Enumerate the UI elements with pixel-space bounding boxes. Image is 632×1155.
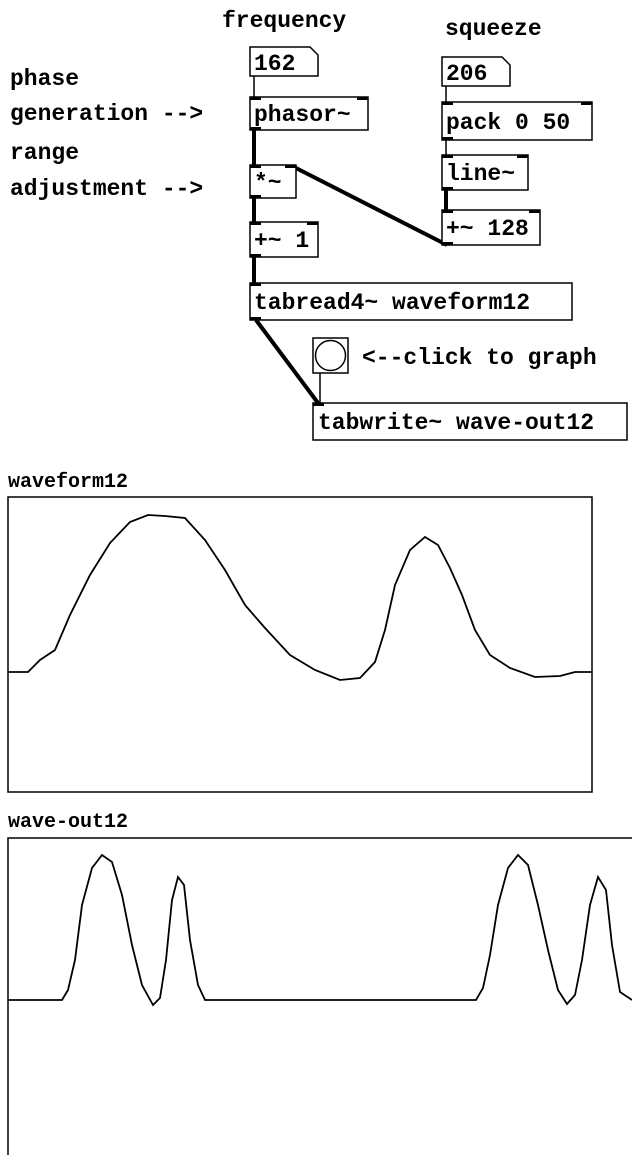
outlet bbox=[442, 187, 453, 190]
object-box[interactable] bbox=[249, 282, 573, 321]
comment: adjustment --> bbox=[10, 176, 203, 202]
object-box[interactable] bbox=[312, 402, 628, 441]
comment: generation --> bbox=[10, 101, 203, 127]
inlet bbox=[285, 165, 296, 168]
outlet bbox=[442, 137, 453, 140]
waveform bbox=[8, 853, 632, 1007]
array-graph bbox=[7, 496, 593, 793]
number-value[interactable]: 162 bbox=[254, 51, 295, 77]
object-box[interactable] bbox=[249, 96, 369, 131]
object-label[interactable]: *~ bbox=[254, 170, 282, 196]
object-label[interactable]: +~ 1 bbox=[254, 228, 309, 254]
outlet bbox=[250, 195, 261, 198]
connections bbox=[252, 76, 448, 405]
object[interactable]: line~ bbox=[441, 154, 529, 191]
outlet bbox=[442, 242, 453, 245]
object[interactable]: +~ 128 bbox=[441, 209, 541, 246]
signal-cord bbox=[291, 164, 448, 247]
array-name: waveform12 bbox=[8, 471, 128, 494]
object-box[interactable] bbox=[249, 164, 297, 199]
inlet bbox=[250, 165, 261, 168]
inlet bbox=[313, 403, 324, 406]
outlet bbox=[250, 254, 261, 257]
object[interactable]: tabread4~ waveform12 bbox=[249, 282, 573, 321]
comment: range bbox=[10, 140, 79, 166]
object-box[interactable] bbox=[249, 221, 319, 258]
object[interactable]: phasor~ bbox=[249, 96, 369, 131]
object-label[interactable]: phasor~ bbox=[254, 102, 351, 128]
comment: frequency bbox=[222, 8, 346, 34]
inlet bbox=[442, 102, 453, 105]
object-label[interactable]: line~ bbox=[446, 161, 515, 187]
signal-cord bbox=[254, 318, 320, 405]
inlet bbox=[442, 155, 453, 158]
inlet bbox=[442, 210, 453, 213]
number-box[interactable] bbox=[441, 56, 511, 87]
object-label[interactable]: tabwrite~ wave-out12 bbox=[318, 410, 594, 436]
object-label[interactable]: +~ 128 bbox=[446, 216, 529, 242]
array-graph bbox=[7, 837, 632, 1155]
array-name: wave-out12 bbox=[8, 811, 128, 834]
comment: squeeze bbox=[445, 16, 542, 42]
object-label[interactable]: tabread4~ waveform12 bbox=[254, 290, 530, 316]
object-box[interactable] bbox=[441, 101, 593, 141]
number-value[interactable]: 206 bbox=[446, 61, 487, 87]
inlet bbox=[357, 97, 368, 100]
inlet bbox=[250, 283, 261, 286]
inlet bbox=[581, 102, 592, 105]
comment: phase bbox=[10, 66, 79, 92]
object[interactable]: *~ bbox=[249, 164, 297, 199]
object-box[interactable] bbox=[441, 209, 541, 246]
object[interactable]: +~ 1 bbox=[249, 221, 319, 258]
bang-circle[interactable] bbox=[314, 339, 347, 372]
inlet bbox=[529, 210, 540, 213]
comment: <--click to graph bbox=[362, 345, 597, 371]
object-box[interactable] bbox=[441, 154, 529, 191]
outlet bbox=[250, 127, 261, 130]
inlet bbox=[250, 97, 261, 100]
object-label[interactable]: pack 0 50 bbox=[446, 110, 570, 136]
object[interactable]: pack 0 50 bbox=[441, 101, 593, 141]
inlet bbox=[517, 155, 528, 158]
object[interactable]: tabwrite~ wave-out12 bbox=[312, 402, 628, 441]
inlet bbox=[307, 222, 318, 225]
number-box[interactable] bbox=[249, 46, 319, 77]
inlet bbox=[250, 222, 261, 225]
waveform bbox=[8, 514, 592, 681]
outlet bbox=[250, 317, 261, 320]
